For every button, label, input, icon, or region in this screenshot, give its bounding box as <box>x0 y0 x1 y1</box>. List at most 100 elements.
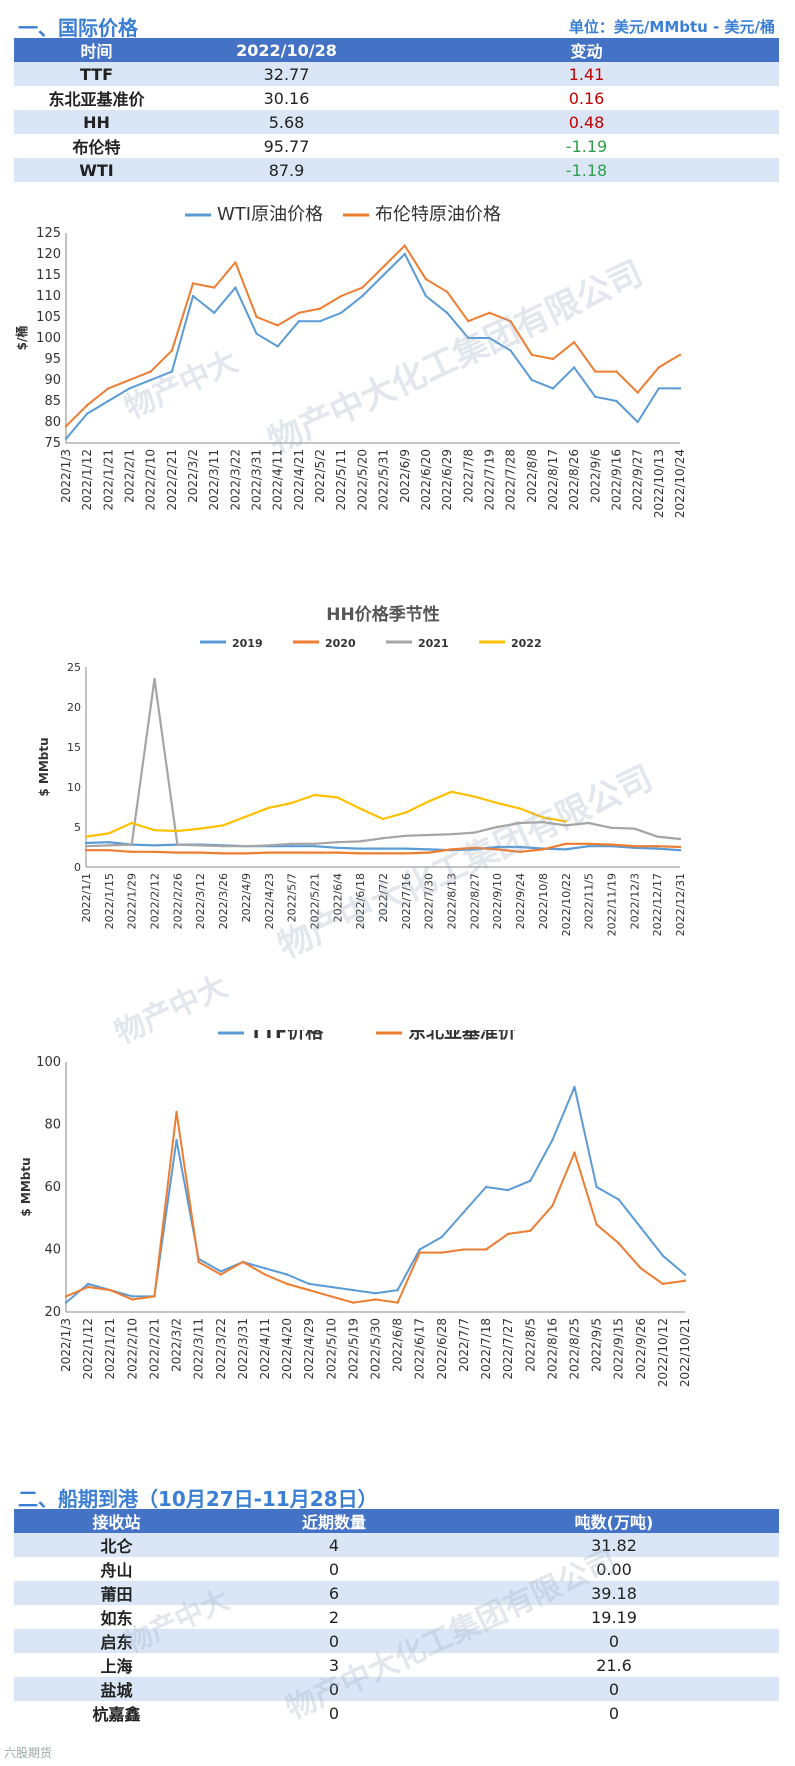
x-tick-label: 2022/8/5 <box>523 1318 537 1372</box>
data-point <box>318 307 322 310</box>
data-point <box>128 387 131 390</box>
y-tick-label: 115 <box>36 268 61 283</box>
ship-count: 0 <box>219 1629 449 1653</box>
legend-label: 2019 <box>232 637 263 650</box>
data-point <box>496 848 499 851</box>
data-point <box>541 821 545 824</box>
data-point <box>403 244 406 247</box>
legend-label: 2022 <box>511 637 542 650</box>
data-point <box>358 852 362 855</box>
x-tick-label: 2022/11/5 <box>583 873 596 929</box>
data-point <box>374 1292 377 1295</box>
section1-title: 一、国际价格 <box>18 16 138 40</box>
data-point <box>396 1288 399 1292</box>
x-tick-label: 2022/10/12 <box>656 1318 670 1387</box>
data-point <box>404 834 408 837</box>
data-point <box>404 847 408 850</box>
x-tick-label: 2022/10/13 <box>652 449 666 518</box>
y-tick-label: 60 <box>44 1180 61 1195</box>
price-change: 1.41 <box>394 62 779 86</box>
data-point <box>518 850 522 853</box>
terminal-name: 启东 <box>14 1629 219 1653</box>
data-point <box>191 294 195 298</box>
x-tick-label: 2022/6/29 <box>440 449 454 511</box>
data-point <box>85 412 89 415</box>
x-tick-label: 2022/3/11 <box>192 1318 206 1380</box>
data-point <box>176 829 179 833</box>
data-point <box>396 1301 399 1304</box>
terminal-name: 盐城 <box>14 1677 219 1701</box>
data-point <box>404 852 408 855</box>
oil-price-chart: 75 80 85 90 95 100 105 110 115 120 125 $/桶 2022/1/3 2… <box>14 205 687 518</box>
x-tick-label: 2022/12/17 <box>651 873 664 936</box>
data-point <box>107 387 110 390</box>
ship-tons: 0 <box>449 1629 779 1653</box>
x-tick-label: 2022/9/27 <box>631 449 645 511</box>
data-point <box>488 311 491 314</box>
x-tick-label: 2022/3/26 <box>217 873 230 929</box>
data-point <box>551 1204 554 1207</box>
chart-title: HH价格季节性 <box>326 605 439 625</box>
data-point <box>551 387 555 390</box>
data-point <box>678 845 682 849</box>
x-tick-label: 2022/7/28 <box>504 449 518 511</box>
y-tick-label: 95 <box>44 352 61 367</box>
series-line-0 <box>65 1086 686 1304</box>
x-tick-label: 2022/3/12 <box>194 873 207 929</box>
hh-seasonality-chart: 0 5 10 15 20 25 $ MMbtu 2022/1/1 2022/1/15 2022/1… <box>37 605 687 936</box>
data-point <box>109 1288 112 1292</box>
x-tick-label: 2022/2/21 <box>165 449 179 511</box>
y-tick-label: 100 <box>36 331 61 346</box>
y-axis-label: $/桶 <box>14 326 29 351</box>
x-tick-label: 2022/7/18 <box>479 1318 493 1380</box>
y-tick-label: 100 <box>36 1055 61 1070</box>
data-point <box>381 852 385 855</box>
shipping-row: 杭嘉鑫 0 0 <box>14 1701 779 1725</box>
data-point <box>462 1210 466 1214</box>
price-change: -1.19 <box>394 134 779 158</box>
ship-count: 0 <box>219 1701 449 1725</box>
price-change: -1.18 <box>394 158 779 182</box>
data-point <box>610 826 613 829</box>
y-tick-label: 20 <box>67 701 81 714</box>
data-point <box>484 1185 488 1189</box>
data-point <box>361 294 364 298</box>
data-point <box>551 357 555 361</box>
ship-tons: 0 <box>449 1677 779 1701</box>
data-point <box>84 845 88 848</box>
x-tick-label: 2022/12/31 <box>674 873 687 936</box>
data-point <box>573 1151 576 1154</box>
x-tick-label: 2022/4/9 <box>240 873 253 922</box>
x-tick-label: 2022/9/16 <box>609 449 623 511</box>
shipping-row: 盐城 0 0 <box>14 1677 779 1701</box>
data-point <box>450 848 453 851</box>
x-tick-label: 2022/8/27 <box>468 873 481 929</box>
x-tick-label: 2022/3/11 <box>207 449 221 511</box>
x-tick-label: 2022/3/22 <box>214 1318 228 1380</box>
data-point <box>488 336 491 340</box>
data-point <box>336 851 339 854</box>
data-point <box>221 852 225 855</box>
data-point <box>587 821 590 825</box>
series-line-0 <box>65 253 680 440</box>
ship-count: 6 <box>219 1581 449 1605</box>
x-tick-label: 2022/2/21 <box>147 1318 161 1380</box>
x-tick-label: 2022/4/23 <box>263 873 276 929</box>
data-point <box>564 824 567 827</box>
header-date: 2022/10/28 <box>179 38 394 62</box>
x-tick-label: 2022/2/1 <box>123 449 137 503</box>
data-point <box>107 832 111 835</box>
data-point <box>595 1223 598 1226</box>
x-tick-label: 2022/1/3 <box>59 449 73 503</box>
ship-tons: 21.6 <box>449 1653 779 1677</box>
legend-label: 布伦特原油价格 <box>375 205 501 225</box>
data-point <box>467 336 470 340</box>
price-row: 东北亚基准价 30.16 0.16 <box>14 86 779 110</box>
data-point <box>683 1273 687 1276</box>
data-point <box>255 332 258 335</box>
data-point <box>418 1251 421 1254</box>
data-point <box>130 843 133 846</box>
data-point <box>244 815 248 818</box>
y-tick-label: 90 <box>44 373 61 388</box>
data-point <box>290 845 293 848</box>
